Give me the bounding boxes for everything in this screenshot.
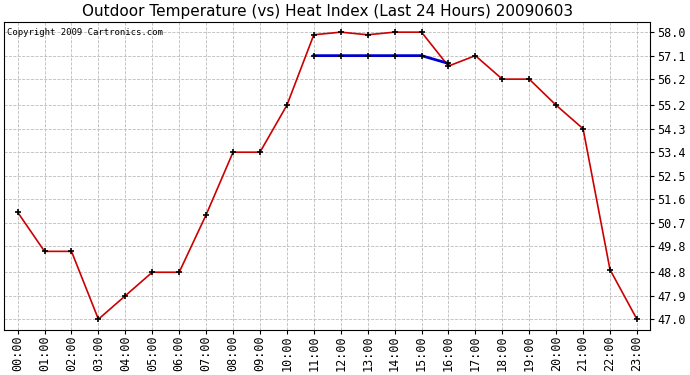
Text: Copyright 2009 Cartronics.com: Copyright 2009 Cartronics.com <box>8 28 164 37</box>
Title: Outdoor Temperature (vs) Heat Index (Last 24 Hours) 20090603: Outdoor Temperature (vs) Heat Index (Las… <box>81 4 573 19</box>
